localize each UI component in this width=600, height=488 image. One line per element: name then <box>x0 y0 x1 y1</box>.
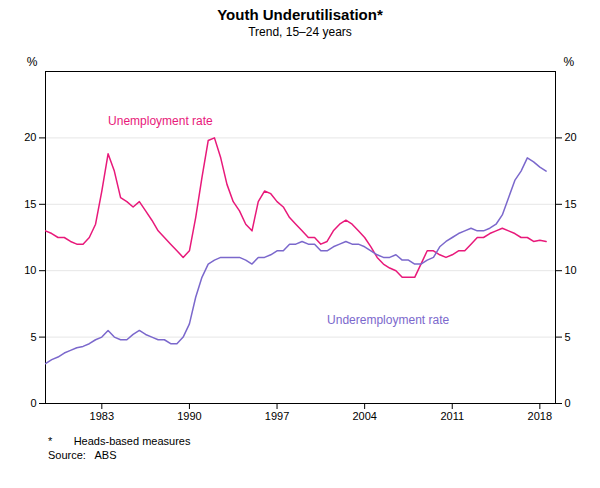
svg-text:20: 20 <box>565 131 577 143</box>
svg-text:15: 15 <box>565 198 577 210</box>
svg-text:0: 0 <box>30 397 36 409</box>
svg-text:%: % <box>27 55 38 69</box>
svg-text:2004: 2004 <box>352 410 376 422</box>
html-text:Youth Underutilisation*: Youth Underutilisation* <box>217 6 383 23</box>
svg-text:2011: 2011 <box>440 410 464 422</box>
svg-text:5: 5 <box>30 331 36 343</box>
svg-text:10: 10 <box>565 264 577 276</box>
html-text:* Heads-based measures: * Heads-based measures <box>48 435 191 447</box>
svg-text:2018: 2018 <box>528 410 552 422</box>
html-text:Source: ABS: Source: ABS <box>48 449 117 461</box>
svg-text:Underemployment rate: Underemployment rate <box>327 313 449 327</box>
svg-text:10: 10 <box>24 264 36 276</box>
svg-text:1990: 1990 <box>177 410 201 422</box>
html-text:Trend, 15–24 years: Trend, 15–24 years <box>248 25 352 39</box>
svg-text:15: 15 <box>24 198 36 210</box>
svg-text:%: % <box>564 55 575 69</box>
svg-text:1983: 1983 <box>90 410 114 422</box>
svg-text:20: 20 <box>24 131 36 143</box>
svg-text:5: 5 <box>565 331 571 343</box>
svg-text:1997: 1997 <box>265 410 289 422</box>
svg-text:0: 0 <box>565 397 571 409</box>
svg-text:Unemployment rate: Unemployment rate <box>108 114 213 128</box>
